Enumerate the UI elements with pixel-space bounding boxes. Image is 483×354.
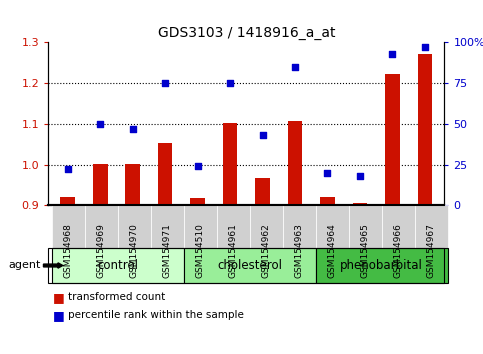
- Text: GSM154969: GSM154969: [97, 223, 106, 278]
- Text: GSM154964: GSM154964: [327, 223, 337, 278]
- Bar: [288, 121, 302, 205]
- Text: GSM154961: GSM154961: [228, 223, 238, 278]
- Text: GSM154968: GSM154968: [64, 223, 72, 278]
- Bar: [190, 198, 205, 205]
- Point: [421, 45, 429, 50]
- Bar: [353, 203, 367, 205]
- Text: ■: ■: [53, 291, 65, 304]
- Text: GSM154967: GSM154967: [426, 223, 436, 278]
- Text: GSM154965: GSM154965: [361, 223, 369, 278]
- Text: GSM154966: GSM154966: [394, 223, 403, 278]
- Point: [226, 80, 234, 86]
- Bar: [126, 164, 140, 205]
- Point: [356, 173, 364, 179]
- Text: GSM154963: GSM154963: [295, 223, 304, 278]
- Point: [129, 126, 137, 132]
- Point: [259, 132, 267, 138]
- Bar: [60, 197, 75, 205]
- Point: [161, 80, 169, 86]
- Text: cholesterol: cholesterol: [217, 259, 282, 272]
- Point: [324, 170, 331, 176]
- Text: GSM154962: GSM154962: [262, 223, 270, 278]
- Text: GSM154510: GSM154510: [196, 223, 205, 278]
- Bar: [418, 54, 432, 205]
- Bar: [93, 164, 108, 205]
- Bar: [385, 74, 400, 205]
- Text: percentile rank within the sample: percentile rank within the sample: [68, 310, 243, 320]
- Bar: [320, 197, 335, 205]
- Point: [291, 64, 299, 70]
- Point: [194, 164, 201, 169]
- Text: ■: ■: [53, 309, 65, 321]
- Text: control: control: [97, 259, 138, 272]
- Bar: [158, 143, 172, 205]
- Text: GSM154971: GSM154971: [163, 223, 171, 278]
- Text: agent: agent: [9, 261, 41, 270]
- Text: phenobarbital: phenobarbital: [340, 259, 423, 272]
- Bar: [255, 178, 270, 205]
- Point: [388, 51, 396, 57]
- Bar: [223, 123, 238, 205]
- Text: GSM154970: GSM154970: [129, 223, 139, 278]
- Point: [64, 167, 71, 172]
- Point: [97, 121, 104, 127]
- Title: GDS3103 / 1418916_a_at: GDS3103 / 1418916_a_at: [157, 26, 335, 40]
- Text: transformed count: transformed count: [68, 292, 165, 302]
